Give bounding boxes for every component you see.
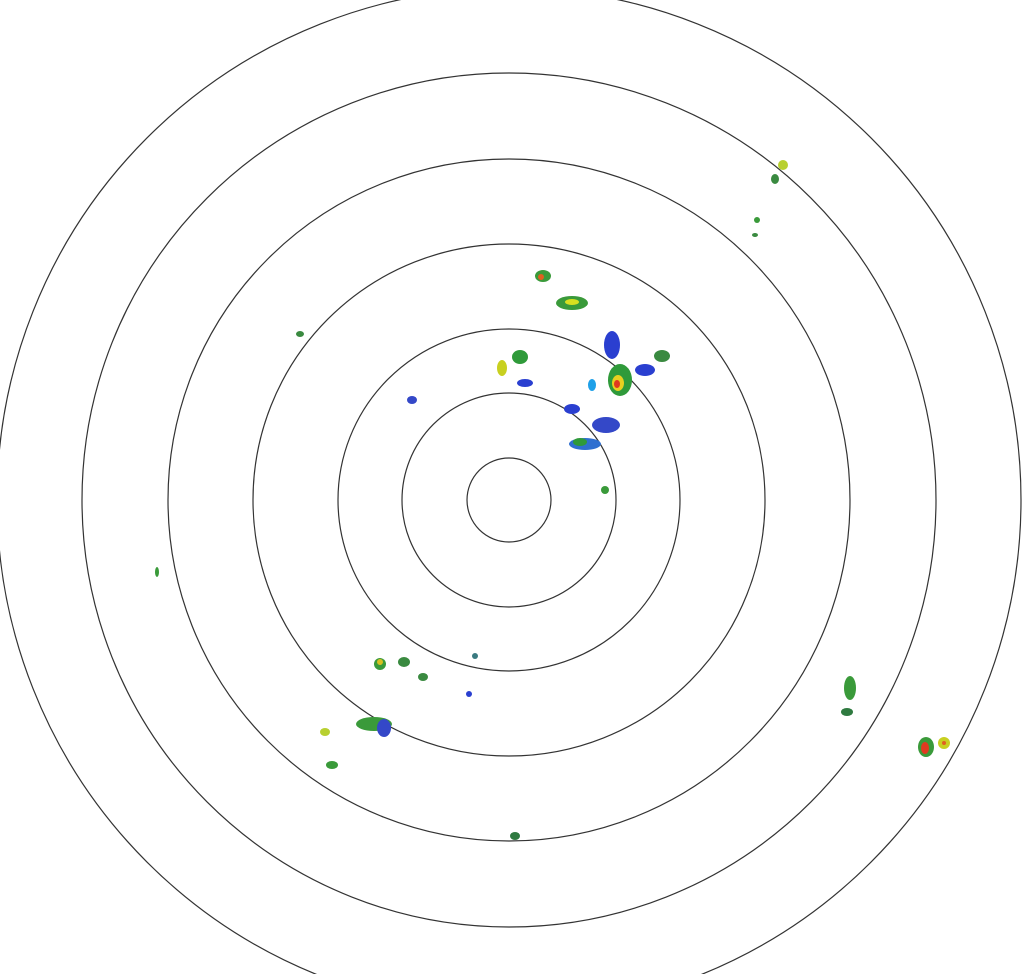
echo	[614, 380, 620, 388]
echo	[771, 174, 779, 184]
range-ring	[167, 158, 851, 842]
echo	[942, 741, 946, 745]
range-ring	[337, 328, 681, 672]
echo	[754, 217, 760, 223]
echo	[654, 350, 670, 362]
echo	[564, 404, 580, 414]
echo	[635, 364, 655, 376]
range-ring	[81, 72, 937, 928]
echo	[407, 396, 417, 404]
echo	[592, 417, 620, 433]
range-ring	[466, 457, 552, 543]
echo	[778, 160, 788, 170]
echo	[497, 360, 507, 376]
echo	[377, 719, 391, 737]
echo	[601, 486, 609, 494]
echo	[588, 379, 596, 391]
echo	[377, 659, 383, 665]
echo	[512, 350, 528, 364]
echo	[510, 832, 520, 840]
echo	[398, 657, 410, 667]
echo	[604, 331, 620, 359]
echo	[841, 708, 853, 716]
echo	[296, 331, 304, 337]
range-ring	[252, 243, 766, 757]
echo	[538, 274, 544, 280]
echo	[844, 676, 856, 700]
echo	[921, 742, 929, 754]
echo	[752, 233, 758, 237]
echo	[565, 299, 579, 305]
echo	[418, 673, 428, 681]
echo	[573, 438, 587, 446]
echo	[472, 653, 478, 659]
range-ring	[401, 392, 617, 608]
echo	[155, 567, 159, 577]
echo	[320, 728, 330, 736]
echo	[517, 379, 533, 387]
echo	[326, 761, 338, 769]
echoes	[155, 160, 950, 840]
echo	[466, 691, 472, 697]
